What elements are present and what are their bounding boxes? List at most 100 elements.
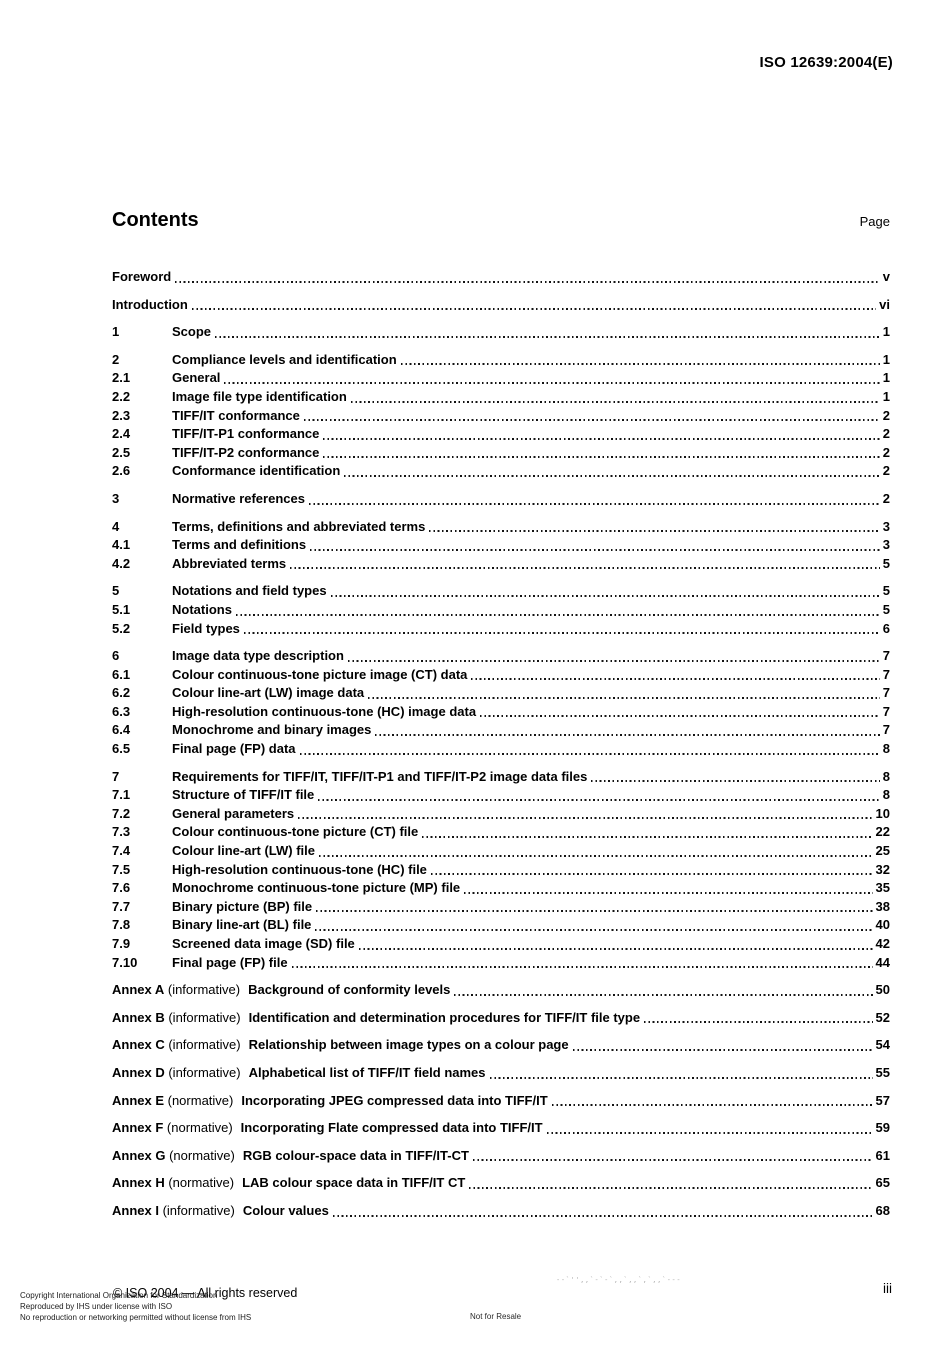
toc-entry-label: Monochrome and binary images — [172, 721, 371, 740]
toc-entry-title: Scope — [172, 324, 212, 340]
toc-entry-page: 7 — [882, 685, 890, 701]
toc-entry-label: Final page (FP) file — [172, 954, 288, 973]
toc-leader-dots — [572, 1048, 873, 1051]
toc-header: Contents Page — [112, 209, 890, 232]
ihs-provenance-line: Copyright International Organization for… — [20, 1291, 218, 1300]
annex-prefix: Annex I — [112, 1202, 159, 1218]
toc-entry-label: Notations — [172, 601, 232, 620]
toc-entry: Annex C (informative) Relationship betwee… — [112, 1036, 890, 1055]
toc-entry-page: 22 — [875, 824, 890, 840]
toc-entry-label: Annex E (normative) Incorporating JPEG co… — [112, 1092, 548, 1111]
toc-entry-title: Monochrome continuous-tone picture (MP) … — [172, 880, 461, 896]
toc-entry-number: 2.3 — [112, 407, 131, 423]
toc-entry-label: Annex C (informative) Relationship betwee… — [112, 1036, 569, 1055]
toc-group: Annex F (normative) Incorporating Flate c… — [112, 1119, 890, 1138]
toc-entry-page: 40 — [875, 917, 890, 933]
toc-group: Introduction vi — [112, 296, 890, 315]
toc-entry: 7.2 General parameters 10 — [112, 805, 890, 824]
toc-entry: 5.2 Field types 6 — [112, 620, 890, 639]
toc-leader-dots — [546, 1131, 873, 1134]
toc-entry-label: Image file type identification — [172, 388, 347, 407]
toc-entry-title: Monochrome and binary images — [172, 722, 372, 738]
toc-entry-page: 7 — [882, 666, 890, 682]
annex-prefix: Annex D — [112, 1064, 165, 1080]
page-column-label: Page — [859, 214, 890, 229]
toc-entry-label: Binary line-art (BL) file — [172, 916, 311, 935]
ihs-provenance-block: Copyright International Organization for… — [20, 1290, 251, 1323]
toc-entry-label: Terms, definitions and abbreviated terms — [172, 518, 425, 537]
toc-entry-number: 4.1 — [112, 537, 131, 553]
toc-entry: Annex A (informative) Background of confo… — [112, 981, 890, 1000]
toc-entry-page: 2 — [882, 426, 890, 442]
toc-entry-page: 42 — [875, 936, 890, 951]
toc-leader-dots — [480, 715, 880, 718]
toc-leader-dots — [243, 632, 880, 635]
toc-entry-page: 8 — [882, 768, 890, 784]
toc-entry: 1 Scope 1 — [112, 323, 890, 342]
toc-entry-title: Alphabetical list of TIFF/IT field names — [248, 1064, 486, 1080]
toc-entry: 6.5 Final page (FP) data 8 — [112, 740, 890, 759]
toc-entry-label: Colour line-art (LW) file — [172, 842, 315, 861]
toc-entry-number: 7.9 — [112, 936, 131, 951]
toc-entry-label: Colour continuous-tone picture (CT) file — [172, 823, 418, 842]
toc-entry-number: 7.6 — [112, 880, 131, 896]
toc-entry-list: Foreword v Introduction vi 1 Scope 1 2 C… — [112, 268, 890, 1221]
table-of-contents: Contents Page Foreword v Introduction vi… — [112, 209, 890, 1230]
toc-entry-title: Structure of TIFF/IT file — [172, 787, 315, 803]
toc-entry: Annex I (informative) Colour values 68 — [112, 1202, 890, 1221]
toc-leader-dots — [316, 910, 873, 913]
contents-title: Contents — [112, 209, 199, 231]
toc-entry-number: 4.2 — [112, 555, 131, 571]
toc-entry-label: Monochrome continuous-tone picture (MP) … — [172, 879, 460, 898]
toc-entry: 7.10 Final page (FP) file 44 — [112, 954, 890, 973]
toc-entry-page: 25 — [875, 843, 890, 859]
annex-prefix: Annex G — [112, 1147, 166, 1163]
annex-qualifier: (informative) — [164, 982, 241, 998]
toc-entry-page: 54 — [875, 1037, 890, 1053]
toc-entry-label: General — [172, 369, 220, 388]
toc-entry: 4.1 Terms and definitions 3 — [112, 536, 890, 555]
toc-leader-dots — [400, 363, 880, 366]
toc-leader-dots — [375, 734, 880, 737]
toc-entry: 6.2 Colour line-art (LW) image data 7 — [112, 684, 890, 703]
toc-entry-label: Annex G (normative) RGB colour-space data… — [112, 1147, 469, 1166]
toc-leader-dots — [330, 594, 880, 597]
toc-group: 7 Requirements for TIFF/IT, TIFF/IT-P1 a… — [112, 768, 890, 973]
toc-entry-label: Structure of TIFF/IT file — [172, 786, 314, 805]
toc-group: Annex B (informative) Identification and … — [112, 1009, 890, 1028]
toc-entry-number: 2.1 — [112, 370, 131, 386]
toc-entry-title: General parameters — [172, 805, 295, 821]
toc-entry-page: 6 — [882, 620, 890, 636]
toc-entry-number: 7.1 — [112, 787, 131, 803]
toc-entry-label: Annex A (informative) Background of confo… — [112, 981, 450, 1000]
toc-leader-dots — [323, 437, 880, 440]
toc-entry-page: 2 — [882, 407, 890, 423]
toc-entry-label: Abbreviated terms — [172, 555, 286, 574]
toc-entry: 7.9 Screened data image (SD) file 42 — [112, 935, 890, 954]
toc-entry-number: 2 — [112, 351, 120, 367]
toc-leader-dots — [332, 1214, 873, 1217]
ihs-provenance-line: Reproduced by IHS under license with ISO — [20, 1302, 173, 1311]
toc-leader-dots — [350, 400, 880, 403]
toc-group: 3 Normative references 2 — [112, 490, 890, 509]
toc-leader-dots — [310, 548, 880, 551]
toc-leader-dots — [464, 891, 873, 894]
toc-entry: 6.1 Colour continuous-tone picture image… — [112, 666, 890, 685]
toc-entry-label: TIFF/IT-P2 conformance — [172, 444, 319, 463]
toc-entry-page: 5 — [882, 583, 890, 599]
toc-leader-dots — [299, 752, 880, 755]
toc-entry-number: 2.6 — [112, 463, 131, 479]
toc-group: Annex C (informative) Relationship betwee… — [112, 1036, 890, 1055]
toc-entry-number: 3 — [112, 490, 120, 506]
toc-entry: 5 Notations and field types 5 — [112, 582, 890, 601]
toc-entry-title: Colour continuous-tone picture (CT) file — [172, 824, 419, 840]
toc-entry-label: Field types — [172, 620, 240, 639]
toc-leader-dots — [308, 502, 880, 505]
toc-entry-title: Binary picture (BP) file — [172, 898, 313, 914]
toc-entry: 4 Terms, definitions and abbreviated ter… — [112, 518, 890, 537]
toc-entry-page: 5 — [882, 555, 890, 571]
annex-prefix: Annex E — [112, 1092, 165, 1108]
annex-qualifier: (informative) — [164, 1037, 241, 1053]
toc-group: Annex D (informative) Alphabetical list o… — [112, 1064, 890, 1083]
toc-entry-title: Background of conformity levels — [248, 982, 451, 998]
